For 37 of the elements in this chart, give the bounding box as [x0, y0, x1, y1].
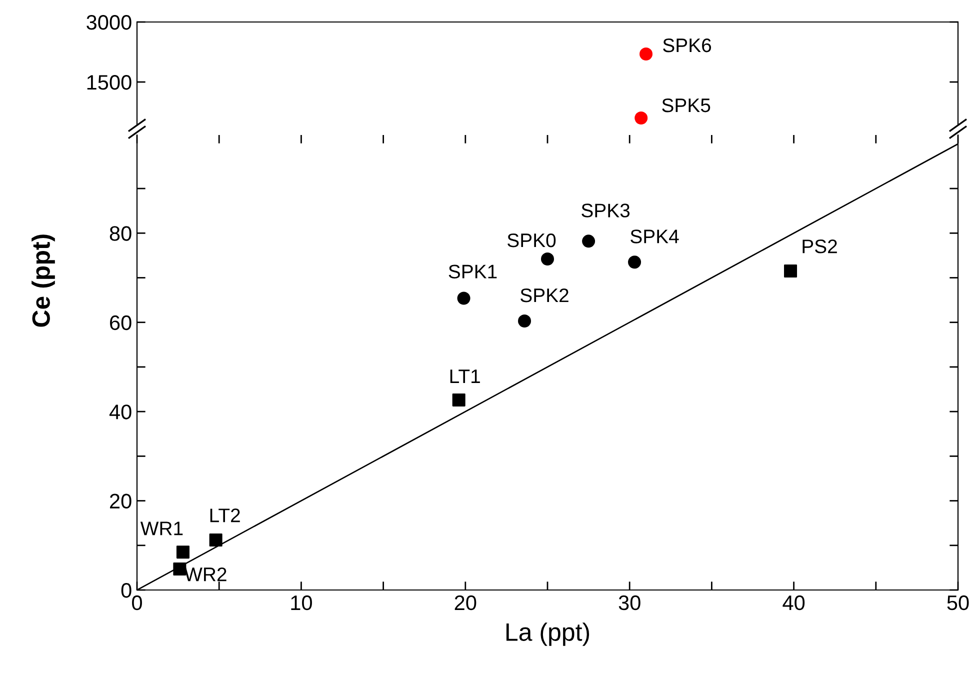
annotation: WR2	[184, 567, 226, 582]
x-tick-label: 20	[454, 595, 476, 610]
point	[540, 252, 554, 266]
annotation: SPK1	[448, 264, 497, 278]
annotation: SPK0	[508, 233, 556, 248]
x-axis-title: La (ppt)	[506, 622, 590, 646]
annotation: LT1	[450, 370, 480, 383]
y-tick-label: 0	[121, 583, 132, 598]
x-tick-label: 40	[782, 595, 805, 610]
point	[457, 292, 470, 305]
point	[628, 256, 642, 269]
point	[582, 234, 596, 248]
y-tick-label: 20	[110, 494, 132, 509]
annotation: LT2	[210, 508, 240, 522]
annotation: SPK5	[662, 98, 710, 112]
x-tick-label: 10	[291, 595, 312, 610]
point	[176, 546, 190, 559]
y-tick-label: 60	[110, 315, 132, 330]
annotation: SPK4	[630, 230, 679, 244]
y-tick-label: 80	[110, 226, 132, 241]
point	[209, 534, 222, 547]
annotation: SPK3	[582, 204, 630, 218]
y-tick-label: 40	[109, 404, 132, 420]
point	[518, 314, 532, 328]
point	[784, 264, 798, 278]
x-tick-label: 0	[132, 595, 142, 610]
point	[173, 562, 186, 576]
annotation: PS2	[802, 240, 837, 254]
y-tick-label: 1500	[87, 75, 132, 90]
x-tick-label: 30	[618, 595, 640, 610]
annotation: SPK6	[663, 38, 712, 52]
annotation: WR1	[140, 522, 183, 536]
point	[452, 393, 466, 406]
x-tick-label: 50	[947, 595, 969, 610]
annotation: SPK2	[520, 288, 568, 302]
y-axis-title: Ce (ppt)	[32, 234, 55, 327]
y-tick-label: 3000	[86, 15, 132, 30]
